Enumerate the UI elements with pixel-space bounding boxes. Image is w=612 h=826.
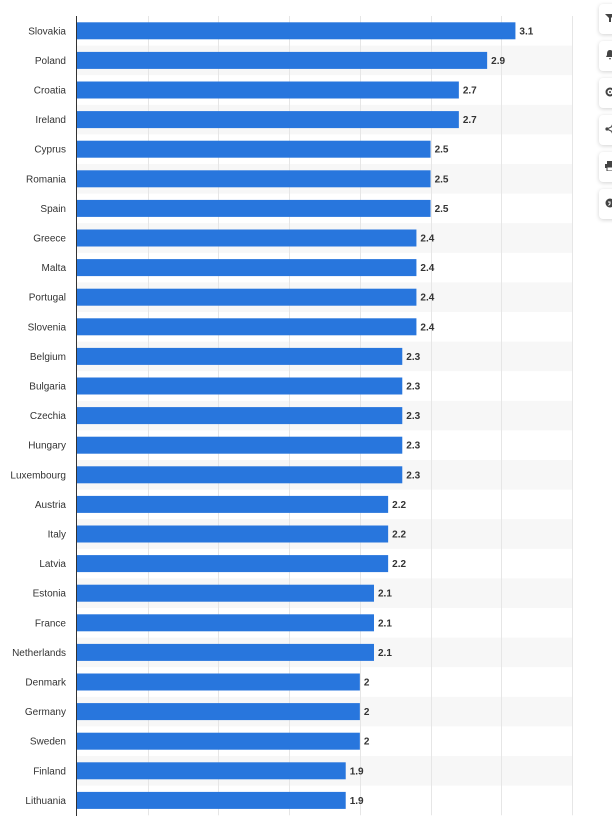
value-label: 2.7 [463, 86, 477, 97]
bar[interactable] [77, 259, 417, 277]
bar[interactable] [77, 584, 374, 602]
bar[interactable] [77, 347, 403, 365]
share-button[interactable] [599, 115, 612, 145]
category-label: Czechia [30, 411, 67, 422]
category-label: Croatia [34, 86, 67, 97]
quote-icon [605, 198, 612, 208]
category-label: Poland [35, 56, 66, 67]
bar[interactable] [77, 555, 389, 573]
value-label: 2.5 [435, 204, 449, 215]
category-label: Cyprus [34, 145, 66, 156]
category-label: Luxembourg [10, 470, 66, 481]
gear-icon [605, 87, 612, 97]
bar[interactable] [77, 199, 431, 217]
bar[interactable] [77, 614, 374, 632]
category-label: Spain [40, 204, 66, 215]
category-label: Slovakia [28, 26, 66, 37]
settings-button[interactable] [599, 78, 612, 108]
bar[interactable] [77, 288, 417, 306]
bar[interactable] [77, 81, 459, 99]
filter-icon [605, 14, 612, 22]
bar[interactable] [77, 318, 417, 336]
value-label: 2.5 [435, 174, 449, 185]
print-button[interactable] [599, 152, 612, 182]
category-label: Sweden [30, 737, 66, 748]
bar[interactable] [77, 703, 360, 721]
value-label: 2.1 [378, 648, 392, 659]
print-icon [605, 161, 612, 171]
share-icon [605, 124, 612, 134]
category-label: Latvia [39, 559, 66, 570]
value-label: 2 [364, 707, 370, 718]
cite-button[interactable] [599, 189, 612, 219]
value-label: 2.2 [392, 559, 406, 570]
bar[interactable] [77, 111, 459, 129]
category-label: Lithuania [25, 796, 66, 807]
bar[interactable] [77, 140, 431, 158]
bar[interactable] [77, 762, 346, 780]
category-label: Estonia [33, 589, 67, 600]
value-label: 2.2 [392, 530, 406, 541]
value-label: 2.2 [392, 500, 406, 511]
bar[interactable] [77, 22, 516, 40]
category-label: Finland [33, 766, 66, 777]
value-label: 2.3 [406, 352, 420, 363]
value-labels: 3.1 2.9 2.7 2.7 2.5 2.5 2.5 2.4 2.4 2.4 2.4 2.3 2.3 2… [350, 26, 534, 807]
value-label: 2.7 [463, 115, 477, 126]
bar[interactable] [77, 673, 360, 691]
category-label: Hungary [28, 441, 66, 452]
category-label: Germany [25, 707, 66, 718]
category-label: Portugal [29, 293, 66, 304]
value-label: 2.4 [420, 322, 434, 333]
value-label: 2.1 [378, 618, 392, 629]
bar[interactable] [77, 170, 431, 188]
notification-button[interactable] [599, 41, 612, 71]
bar[interactable] [77, 466, 403, 484]
category-label: Italy [48, 530, 66, 541]
category-label: Greece [33, 234, 66, 245]
value-label: 2 [364, 737, 370, 748]
value-label: 2.1 [378, 589, 392, 600]
value-label: 2.3 [406, 382, 420, 393]
value-label: 3.1 [519, 26, 533, 37]
bar[interactable] [77, 51, 488, 69]
category-label: Ireland [35, 115, 66, 126]
value-label: 2 [364, 678, 370, 689]
bar[interactable] [77, 732, 360, 750]
value-label: 2.9 [491, 56, 505, 67]
category-labels: Slovakia Poland Croatia Ireland Cyprus Romani… [10, 26, 67, 807]
category-label: Austria [35, 500, 67, 511]
bell-icon [606, 50, 612, 60]
category-label: Bulgaria [29, 382, 66, 393]
bar[interactable] [77, 495, 389, 513]
bar[interactable] [77, 436, 403, 454]
value-label: 2.4 [420, 234, 434, 245]
value-label: 2.3 [406, 441, 420, 452]
bar[interactable] [77, 525, 389, 543]
category-label: Belgium [30, 352, 66, 363]
filter-button[interactable] [599, 4, 612, 34]
category-label: Romania [26, 174, 66, 185]
category-label: Malta [42, 263, 67, 274]
value-label: 2.4 [420, 293, 434, 304]
bar[interactable] [77, 643, 374, 661]
value-label: 2.3 [406, 411, 420, 422]
bars [77, 22, 516, 809]
bar[interactable] [77, 229, 417, 247]
category-label: France [35, 618, 67, 629]
bar[interactable] [77, 791, 346, 809]
bar[interactable] [77, 407, 403, 425]
category-label: Slovenia [28, 322, 67, 333]
bar[interactable] [77, 377, 403, 395]
value-label: 2.5 [435, 145, 449, 156]
value-label: 1.9 [350, 766, 364, 777]
value-label: 2.3 [406, 470, 420, 481]
category-label: Netherlands [12, 648, 66, 659]
value-label: 1.9 [350, 796, 364, 807]
chart-toolbar [599, 4, 612, 226]
value-label: 2.4 [420, 263, 434, 274]
category-label: Denmark [25, 678, 67, 689]
